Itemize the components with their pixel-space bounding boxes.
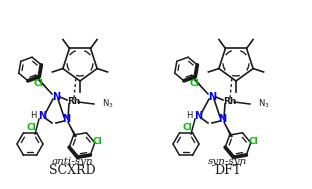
Text: Cl: Cl: [182, 122, 192, 132]
Text: DFT: DFT: [214, 164, 241, 177]
Text: Rh: Rh: [223, 97, 237, 105]
Text: N: N: [208, 92, 216, 102]
Text: Cl: Cl: [92, 136, 102, 146]
Text: Cl: Cl: [248, 136, 258, 146]
Text: H: H: [186, 111, 192, 119]
Text: N: N: [194, 111, 202, 121]
Polygon shape: [68, 122, 77, 138]
Text: N: N: [218, 114, 226, 124]
Text: N$_3$: N$_3$: [258, 98, 270, 110]
Polygon shape: [34, 74, 52, 94]
Text: N: N: [38, 111, 46, 121]
Text: Cl: Cl: [26, 122, 36, 132]
Text: N: N: [62, 114, 70, 124]
Text: Rh: Rh: [67, 97, 81, 105]
Polygon shape: [224, 122, 233, 138]
Text: Cl: Cl: [33, 78, 43, 88]
Text: N$_3$: N$_3$: [102, 98, 114, 110]
Text: SCXRD: SCXRD: [49, 164, 95, 177]
Polygon shape: [190, 74, 208, 94]
Text: H: H: [30, 111, 36, 119]
Text: anti-syn: anti-syn: [51, 156, 93, 166]
Text: Cl: Cl: [189, 78, 199, 88]
Text: N: N: [52, 92, 60, 102]
Text: syn-syn: syn-syn: [208, 156, 248, 166]
